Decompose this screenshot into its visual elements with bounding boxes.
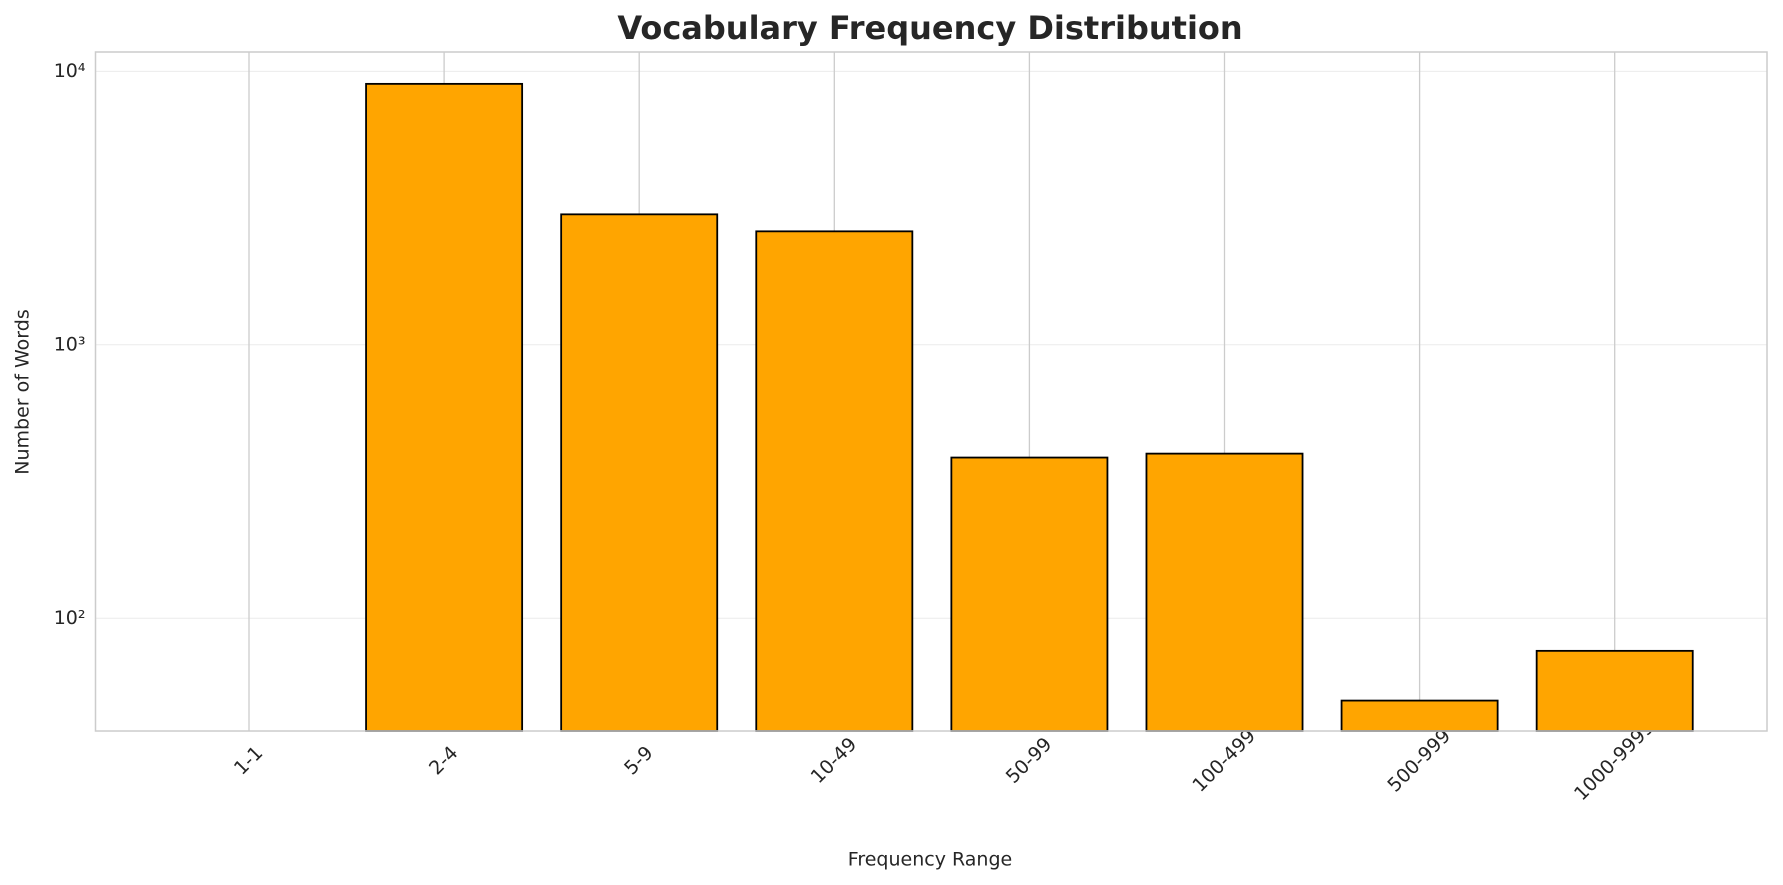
bar: [1340, 699, 1499, 732]
bar: [950, 456, 1109, 732]
bar: [560, 213, 719, 732]
chart-title: Vocabulary Frequency Distribution: [617, 9, 1242, 47]
y-tick-label: 10²: [54, 607, 86, 629]
y-tick-label: 10⁴: [54, 60, 86, 82]
plot-frame: [94, 51, 1768, 732]
bar: [755, 230, 914, 732]
bar: [1145, 452, 1304, 732]
y-axis-label: Number of Words: [12, 309, 34, 474]
y-tick-label: 10³: [54, 333, 86, 355]
bar: [365, 82, 524, 732]
bar: [1535, 649, 1694, 732]
x-axis-label: Frequency Range: [848, 849, 1012, 871]
